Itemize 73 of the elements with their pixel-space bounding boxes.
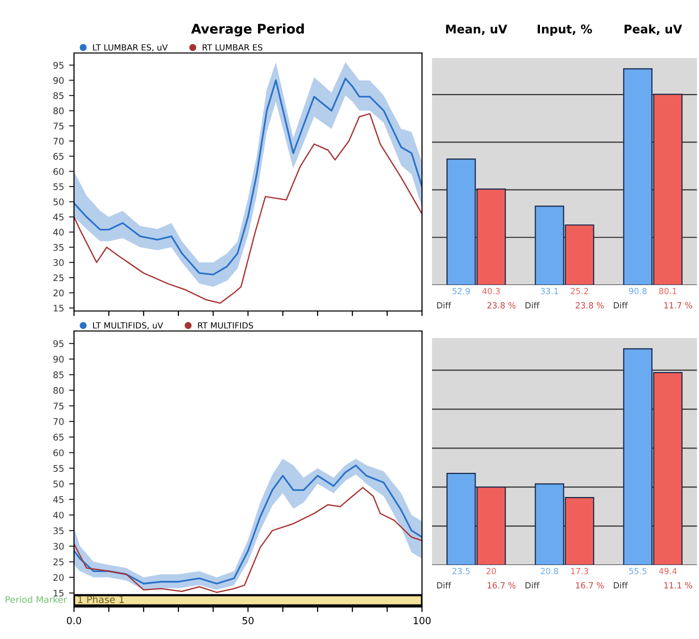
y-tick-label: 60 — [53, 449, 64, 456]
x-tick-label: Mean, uV — [446, 24, 508, 35]
data-label: 49.4 — [658, 568, 677, 574]
legend-label: LT LUMBAR ES, uV — [93, 44, 168, 52]
y-tick-label: 85 — [53, 371, 64, 378]
y-tick-label: 55 — [53, 465, 64, 472]
y-tick-label: 20 — [53, 574, 64, 581]
x-tick-label: Input, % — [538, 24, 592, 36]
text: Diff — [526, 302, 540, 308]
x-tick-label: 50 — [242, 616, 254, 624]
y-tick-label: 60 — [53, 168, 64, 175]
data-label: 23.5 — [452, 568, 470, 574]
text: Diff — [437, 302, 452, 308]
text: Diff — [614, 582, 628, 588]
x-tick-label: 0.0 — [66, 616, 82, 624]
y-tick-label: 25 — [53, 274, 64, 282]
y-tick-label: 95 — [53, 62, 64, 69]
data-label: 17.3 — [571, 568, 588, 574]
text: 23.8 % — [487, 302, 516, 308]
y-tick-label: 25 — [53, 558, 64, 566]
legend-label: RT LUMBAR ES — [202, 44, 262, 51]
y-tick-label: 35 — [53, 527, 64, 534]
data-label: 52.9 — [452, 288, 470, 294]
x-tick-label: 100 — [414, 616, 431, 624]
line-series — [74, 486, 422, 593]
y-tick-label: 70 — [54, 138, 64, 145]
y-tick-label: 45 — [53, 496, 64, 503]
y-tick-label: 45 — [53, 214, 64, 220]
y-tick-label: 15 — [54, 304, 64, 312]
text: Diff — [437, 582, 452, 588]
text: Diff — [526, 582, 540, 588]
text: Diff — [614, 302, 628, 308]
y-tick-label: 50 — [53, 480, 64, 488]
y-tick-label: 90 — [53, 77, 64, 84]
y-tick-label: 35 — [53, 244, 64, 251]
y-tick-label: 75 — [54, 122, 64, 130]
text: 11.7 % — [664, 302, 692, 308]
y-tick-label: 90 — [53, 356, 64, 363]
y-tick-label: 65 — [53, 434, 64, 441]
legend-label: RT MULTIFIDS — [198, 322, 254, 329]
y-tick-label: 95 — [53, 340, 64, 348]
text: 23.8 % — [576, 302, 604, 308]
data-label: 20 — [486, 568, 496, 574]
text: 16.7 % — [488, 582, 516, 588]
data-label: 20.8 — [540, 568, 558, 574]
line-series — [74, 113, 422, 304]
y-tick-label: 30 — [53, 259, 64, 266]
y-tick-label: 80 — [53, 107, 64, 114]
data-label: 90.8 — [629, 288, 647, 294]
text: Period Marker — [6, 596, 68, 603]
legend-label: LT MULTIFIDS, uV — [93, 322, 164, 330]
y-tick-label: 40 — [53, 228, 64, 236]
data-label: 55.5 — [629, 568, 646, 574]
band-label: 1 Phase 1 — [78, 596, 124, 604]
y-tick-label: 75 — [54, 402, 64, 410]
x-tick-label: Peak, uV — [624, 24, 682, 35]
y-tick-label: 50 — [53, 198, 64, 206]
y-tick-label: 55 — [53, 183, 64, 190]
data-label: 33.1 — [540, 288, 558, 294]
y-tick-label: 80 — [53, 386, 64, 394]
data-label: 80.1 — [659, 288, 676, 294]
y-tick-label: 65 — [53, 152, 64, 160]
data-label: 25.2 — [570, 288, 588, 294]
y-tick-label: 20 — [53, 290, 64, 296]
data-label: 40.3 — [482, 288, 500, 294]
text: 11.1 % — [664, 582, 692, 588]
y-tick-label: 30 — [53, 542, 64, 550]
text: 16.7 % — [576, 582, 604, 588]
y-tick-label: 85 — [53, 92, 64, 100]
y-tick-label: 40 — [53, 512, 64, 519]
y-tick-label: 15 — [54, 590, 64, 597]
y-tick-label: 70 — [54, 418, 64, 425]
chart-title: Average Period — [191, 24, 304, 36]
